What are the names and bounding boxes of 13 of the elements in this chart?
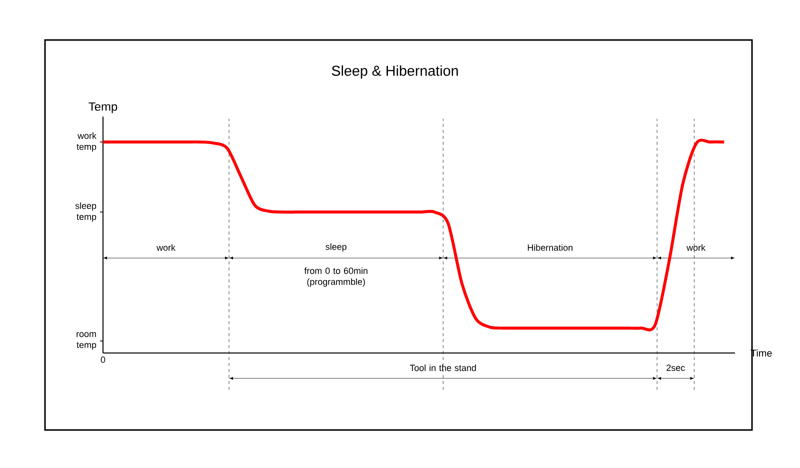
annotation: Hibernation bbox=[528, 244, 572, 251]
text: 2sec bbox=[666, 364, 685, 371]
annotation: from 0 to 60min (programmble) bbox=[304, 267, 368, 287]
y-axis-title: Temp bbox=[88, 102, 118, 114]
text: room temp bbox=[76, 332, 96, 350]
chart-title: Sleep & Hibernation bbox=[332, 65, 458, 79]
annotation: sleep bbox=[326, 243, 346, 252]
annotation: work bbox=[686, 244, 706, 251]
annotation: work bbox=[156, 244, 176, 251]
text: Tool in the stand bbox=[410, 364, 476, 372]
text: sleep temp bbox=[75, 202, 96, 222]
text: work temp bbox=[76, 132, 97, 152]
text: 0 bbox=[100, 356, 106, 363]
